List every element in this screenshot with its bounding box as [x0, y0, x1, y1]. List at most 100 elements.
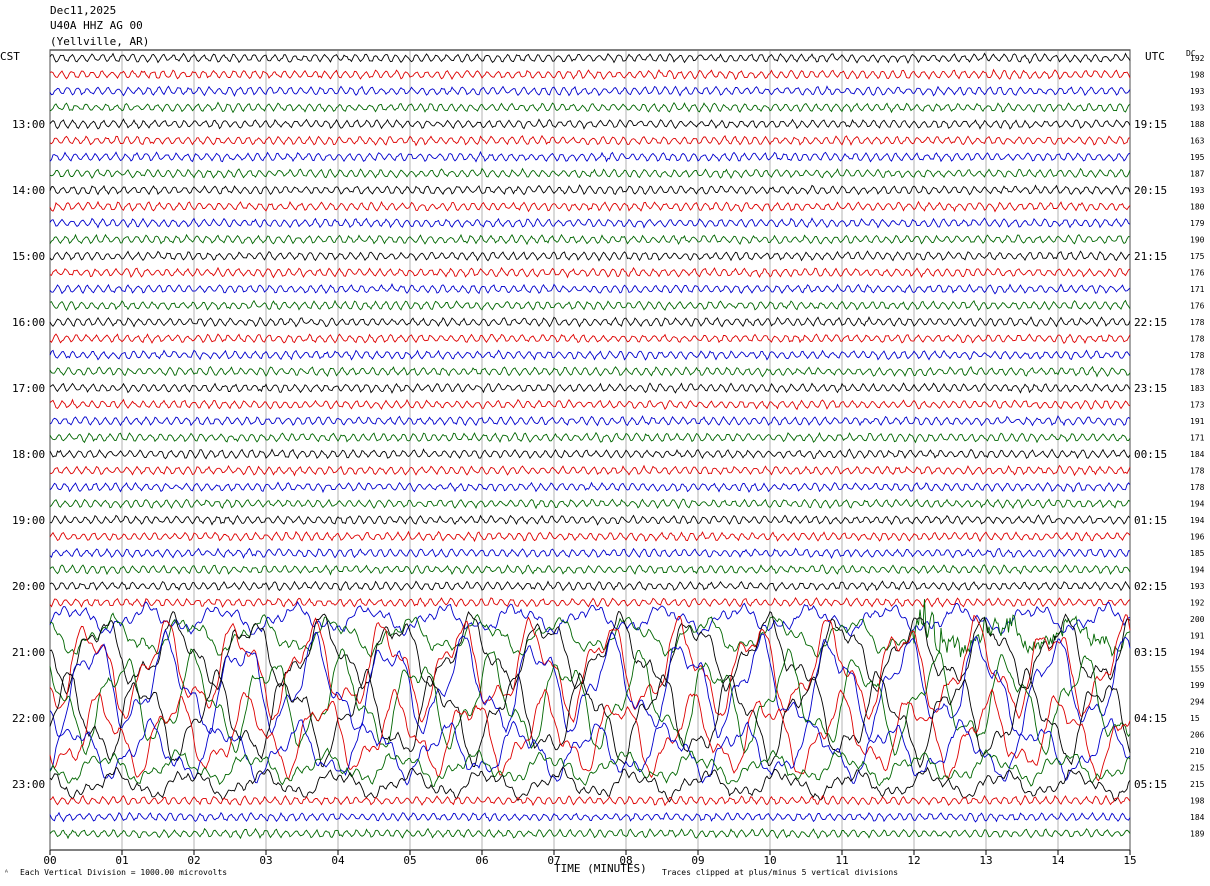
- seismic-trace: [49, 530, 1131, 543]
- dc-offset-label: 183: [1190, 384, 1205, 393]
- seismic-trace: [49, 580, 1131, 592]
- dc-offset-label: 194: [1190, 648, 1205, 657]
- utc-hour-label: 19:15: [1134, 118, 1167, 131]
- dc-offset-label: 193: [1190, 87, 1205, 96]
- utc-hour-label: 03:15: [1134, 646, 1167, 659]
- x-tick-label: 05: [403, 854, 416, 867]
- dc-offset-label: 198: [1190, 71, 1205, 80]
- seismic-trace: [49, 184, 1131, 196]
- seismic-trace: [49, 610, 1131, 695]
- seismic-trace: [49, 349, 1131, 361]
- dc-offset-label: 155: [1190, 665, 1205, 674]
- grid-lines: [49, 49, 1131, 855]
- seismic-trace: [49, 415, 1131, 427]
- dc-offset-label: 195: [1190, 153, 1205, 162]
- dc-offset-label: 179: [1190, 219, 1205, 228]
- cst-hour-label: 17:00: [12, 382, 45, 395]
- cst-hour-label: 22:00: [12, 712, 45, 725]
- cst-hour-label: 14:00: [12, 184, 45, 197]
- dc-offset-label: 175: [1190, 252, 1205, 261]
- dc-offset-label: 191: [1190, 632, 1205, 641]
- seismic-trace: [49, 629, 1131, 742]
- seismic-trace: [49, 217, 1131, 229]
- seismic-trace: [49, 794, 1131, 807]
- x-tick-label: 01: [115, 854, 128, 867]
- utc-hour-label: 20:15: [1134, 184, 1167, 197]
- trace-group: [49, 52, 1131, 840]
- seismic-trace: [49, 431, 1131, 444]
- dc-offset-label: 192: [1190, 54, 1205, 63]
- seismic-trace: [49, 134, 1131, 147]
- seismic-trace: [49, 150, 1131, 163]
- seismic-trace: [49, 365, 1131, 378]
- dc-offset-label: 188: [1190, 120, 1205, 129]
- x-tick-label: 15: [1123, 854, 1136, 867]
- dc-offset-label: 185: [1190, 549, 1205, 558]
- dc-offset-label: 196: [1190, 533, 1205, 542]
- dc-offset-label: 180: [1190, 203, 1205, 212]
- cst-hour-label: 13:00: [12, 118, 45, 131]
- date-label: Dec11,2025: [50, 4, 117, 17]
- cst-hour-label: 21:00: [12, 646, 45, 659]
- corner-mark: ᴬ: [4, 868, 9, 877]
- x-tick-label: 10: [763, 854, 776, 867]
- x-tick-label: 03: [259, 854, 272, 867]
- seismic-trace: [49, 811, 1131, 823]
- x-tick-label: 14: [1051, 854, 1065, 867]
- dc-offset-label: 192: [1190, 599, 1205, 608]
- dc-offset-label: 178: [1190, 318, 1205, 327]
- dc-offset-label: 191: [1190, 417, 1205, 426]
- seismic-trace: [49, 101, 1131, 114]
- seismic-trace: [49, 766, 1131, 803]
- seismic-trace: [49, 266, 1131, 279]
- cst-hour-label: 23:00: [12, 778, 45, 791]
- seismic-trace: [49, 382, 1131, 394]
- seismic-trace: [49, 250, 1131, 262]
- dc-offset-label: 178: [1190, 351, 1205, 360]
- seismic-trace: [49, 85, 1131, 97]
- utc-hour-label: 04:15: [1134, 712, 1167, 725]
- seismic-trace: [49, 200, 1131, 213]
- seismic-trace: [49, 667, 1131, 769]
- seismic-trace: [49, 600, 1131, 637]
- seismic-trace: [49, 614, 1131, 723]
- dc-offset-label: 198: [1190, 797, 1205, 806]
- seismic-trace: [49, 316, 1131, 328]
- dc-header-label: DC: [1186, 49, 1196, 58]
- dc-offset-label: 193: [1190, 104, 1205, 113]
- seismic-trace: [49, 596, 1131, 608]
- x-tick-label: 09: [691, 854, 704, 867]
- clip-note: Traces clipped at plus/minus 5 vertical …: [662, 868, 899, 877]
- dc-offset-label: 176: [1190, 302, 1205, 311]
- dc-offset-label: 215: [1190, 780, 1205, 789]
- seismic-trace: [49, 717, 1131, 786]
- x-tick-label: 02: [187, 854, 200, 867]
- dc-offset-label: 200: [1190, 615, 1205, 624]
- dc-offset-label: 189: [1190, 830, 1205, 839]
- dc-offset-label: 178: [1190, 335, 1205, 344]
- utc-hour-label: 01:15: [1134, 514, 1167, 527]
- seismic-trace: [49, 648, 1131, 756]
- x-axis-title: TIME (MINUTES): [554, 862, 647, 875]
- x-tick-label: 04: [331, 854, 345, 867]
- x-tick-label: 06: [475, 854, 488, 867]
- cst-axis-label: CST: [0, 50, 20, 63]
- x-tick-label: 13: [979, 854, 992, 867]
- dc-offset-label: 178: [1190, 368, 1205, 377]
- x-tick-label: 12: [907, 854, 920, 867]
- utc-hour-label: 22:15: [1134, 316, 1167, 329]
- cst-hour-label: 20:00: [12, 580, 45, 593]
- dc-offset-label: 163: [1190, 137, 1205, 146]
- seismic-trace: [49, 827, 1131, 840]
- utc-hour-label: 23:15: [1134, 382, 1167, 395]
- seismic-trace: [49, 52, 1131, 64]
- dc-offset-label: 194: [1190, 566, 1205, 575]
- dc-offset-label: 184: [1190, 813, 1205, 822]
- location-label: (Yellville, AR): [50, 35, 150, 48]
- seismic-trace: [49, 118, 1131, 130]
- dc-offset-label: 199: [1190, 681, 1205, 690]
- seismic-trace: [49, 448, 1131, 460]
- dc-offset-label: 171: [1190, 285, 1205, 294]
- dc-offset-label: 184: [1190, 450, 1205, 459]
